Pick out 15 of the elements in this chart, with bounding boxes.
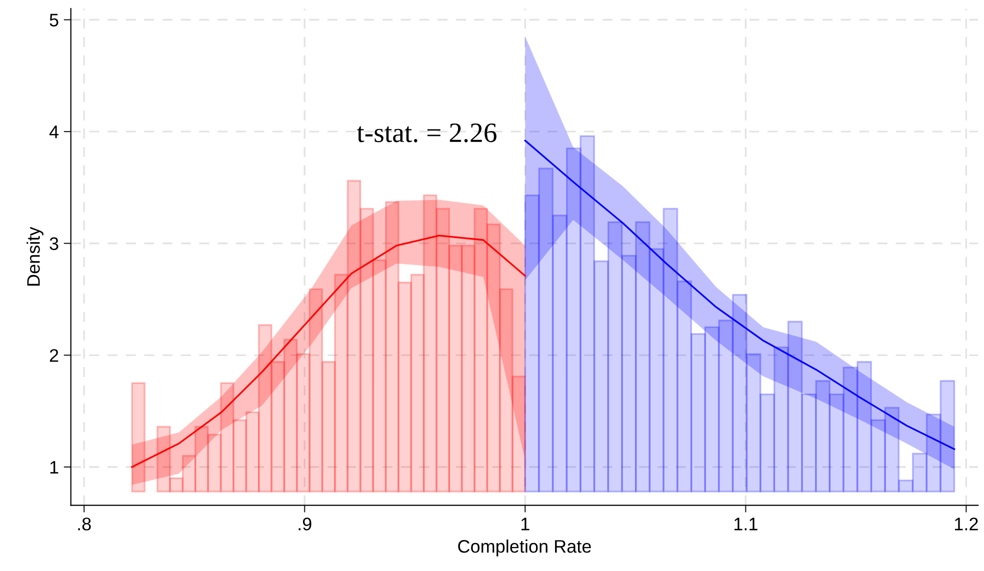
y-tick-label: 5 [50,14,58,26]
x-axis-title: Completion Rate [458,540,591,556]
y-tick-label: 1 [50,461,58,474]
x-tick-label: .9 [298,518,312,530]
x-tick-label: 1.2 [955,518,978,530]
annotation: t-stat. = 2.26 [356,124,496,142]
x-tick-label: 1 [521,518,530,530]
line-series [524,140,956,450]
x-tick-label: 1.1 [734,518,758,530]
y-tick-label: 2 [50,349,58,362]
y-tick-label: 3 [50,237,58,250]
y-tick-label: 4 [49,126,59,138]
x-tick-label: .8 [78,518,91,530]
y-axis-title: Density [26,226,44,286]
line-series [131,234,526,468]
